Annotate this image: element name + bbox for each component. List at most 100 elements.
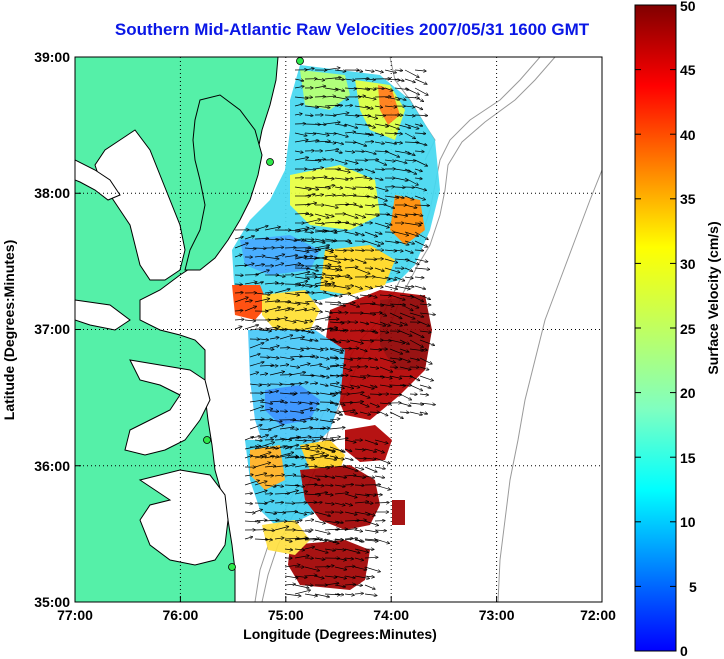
velocity-arrow [304,466,317,467]
velocity-arrow [374,186,388,191]
velocity-arrow [299,356,314,357]
velocity-arrow [324,319,339,320]
velocity-arrow [274,512,285,513]
velocity-arrow [394,159,407,163]
velocity-arrow [394,276,405,281]
velocity-arrow [334,187,343,188]
velocity-arrow [374,169,384,170]
velocity-arrow [364,178,372,179]
velocity-arrow [394,78,404,81]
velocity-arrow [339,294,350,296]
velocity-arrow [324,267,338,270]
velocity-arrow [329,330,345,331]
velocity-arrow [354,79,369,80]
velocity-arrow [324,539,339,544]
x-tick-label: 72:00 [580,607,616,623]
velocity-arrow [404,115,415,116]
velocity-arrow [394,177,408,181]
velocity-arrow [359,303,375,304]
velocity-arrow [314,467,329,468]
velocity-arrow [289,372,305,376]
velocity-arrow [364,205,375,206]
velocity-arrow [369,349,381,350]
velocity-arrow [329,340,337,342]
velocity-arrow [339,366,352,370]
velocity-arrow [399,330,412,336]
velocity-arrow [299,437,311,438]
velocity-arrow [264,512,276,514]
velocity-arrow [414,87,428,95]
velocity-arrow [304,133,316,134]
velocity-arrow [299,329,314,333]
velocity-arrow [364,494,376,495]
velocity-arrow [274,308,290,312]
velocity-arrow [334,502,345,505]
velocity-arrow [324,204,338,208]
velocity-arrow [304,203,316,206]
velocity-arrow [314,548,328,553]
velocity-arrow [334,594,344,595]
velocity-arrow [389,312,402,319]
velocity-arrow [309,419,318,420]
velocity-arrow [334,204,349,205]
velocity-arrow [404,214,416,215]
velocity-arrow [309,453,324,457]
velocity-arrow [294,272,310,276]
velocity-arrow [409,403,423,405]
velocity-arrow [314,159,325,160]
velocity-arrow [319,365,329,369]
velocity-arrow [349,294,358,298]
velocity-arrow [244,437,253,441]
velocity-arrow [364,448,376,452]
velocity-arrow [249,425,262,430]
velocity-arrow [404,195,414,200]
velocity-arrow [354,466,364,469]
velocity-arrow [279,329,287,330]
velocity-arrow [304,484,317,485]
velocity-arrow [354,593,363,594]
velocity-arrow [244,301,252,303]
station-marker [296,57,304,65]
velocity-arrow [264,307,280,312]
velocity-arrow [244,446,260,450]
velocity-arrow [344,584,355,585]
velocity-arrow [379,331,389,333]
velocity-arrow [324,96,336,97]
velocity-arrow [264,448,275,449]
velocity-arrow [334,259,347,260]
velocity-arrow [414,258,428,262]
velocity-arrow [374,503,389,504]
velocity-arrow [354,520,366,521]
velocity-arrow [364,458,376,459]
velocity-arrow [324,302,340,303]
velocity-arrow [329,348,343,353]
y-tick-label: 38:00 [34,185,70,201]
velocity-arrow [284,230,300,231]
velocity-arrow [344,594,354,595]
velocity-arrow [254,456,266,459]
velocity-arrow [334,466,346,467]
velocity-arrow [389,358,402,360]
velocity-arrow [344,538,357,540]
velocity-arrow [409,312,424,317]
velocity-arrow [314,529,330,534]
velocity-arrow [344,169,360,170]
velocity-arrow [364,566,380,572]
velocity-arrow [399,402,411,406]
velocity-arrow [244,264,254,267]
velocity-arrow [344,259,353,261]
velocity-arrow [364,576,374,577]
velocity-arrow [234,319,244,320]
velocity-arrow [389,348,402,354]
velocity-arrow [264,530,274,531]
velocity-arrow [304,309,315,312]
velocity-arrow [264,456,274,458]
velocity-arrow [299,428,312,430]
velocity-arrow [314,292,326,293]
velocity-arrow [369,402,379,407]
velocity-arrow [309,393,319,394]
velocity-arrow [304,585,313,586]
velocity-arrow [329,295,342,296]
velocity-arrow [314,213,329,218]
velocity-arrow [314,86,326,89]
